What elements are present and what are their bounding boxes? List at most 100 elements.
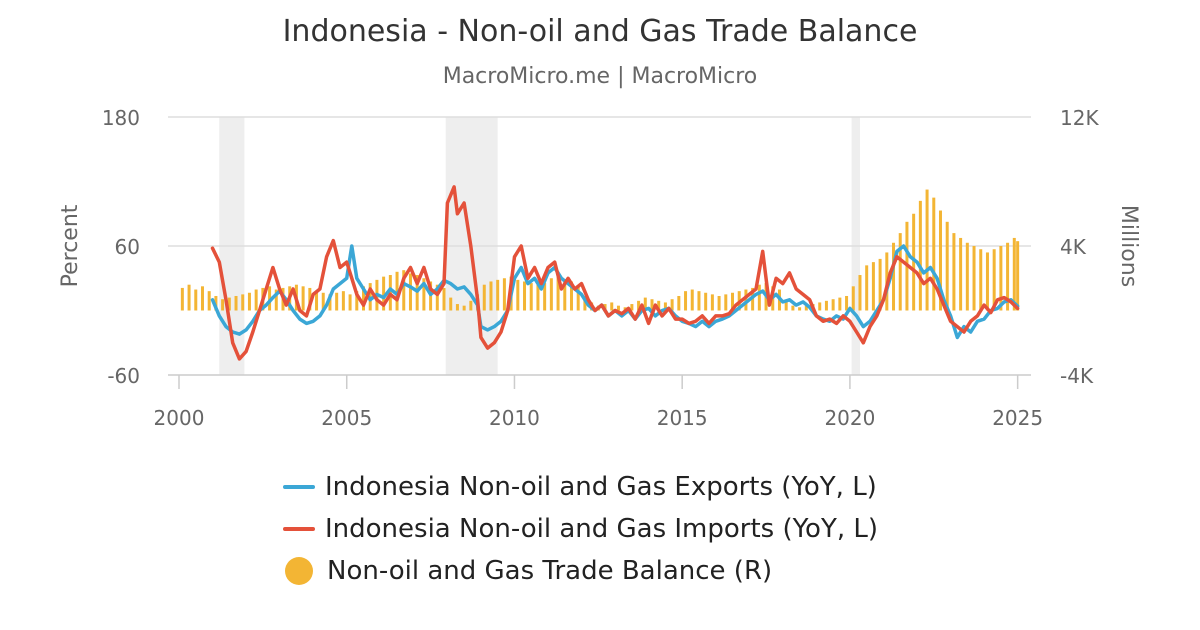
balance-bar <box>569 281 573 311</box>
balance-bar <box>865 265 869 311</box>
balance-bar <box>462 305 466 311</box>
balance-bar <box>831 299 835 311</box>
gridlines <box>168 116 1031 376</box>
balance-bar <box>523 281 527 311</box>
balance-bar <box>616 305 620 311</box>
legend-item-imports[interactable]: Indonesia Non-oil and Gas Imports (YoY, … <box>283 508 878 550</box>
balance-bar <box>690 289 694 311</box>
balance-bar <box>657 300 661 311</box>
balance-bar <box>482 284 486 311</box>
balance-bar <box>328 294 332 311</box>
balance-bar <box>435 284 439 311</box>
left-tick-label: 60 <box>115 235 140 259</box>
balance-bar <box>576 286 580 311</box>
balance-bar <box>798 307 802 311</box>
balance-bar <box>704 292 708 311</box>
balance-bar <box>362 286 366 311</box>
balance-bar <box>207 291 211 311</box>
balance-bar <box>845 295 849 311</box>
right-tick-label: -4K <box>1060 364 1094 388</box>
x-tick-label: 2020 <box>824 406 875 430</box>
imports-line <box>210 185 1020 361</box>
balance-bar <box>308 287 312 311</box>
balance-bar <box>442 287 446 311</box>
balance-bar <box>838 297 842 311</box>
balance-bar <box>268 286 272 311</box>
left-axis-label: Percent <box>58 204 83 287</box>
balance-bar <box>824 300 828 311</box>
right-tick-label: 12K <box>1060 106 1099 130</box>
left-tick-label: -60 <box>107 364 140 388</box>
balance-bar <box>274 289 278 311</box>
chart-title: Indonesia - Non-oil and Gas Trade Balanc… <box>282 14 918 49</box>
balance-bars <box>180 189 1020 311</box>
balance-bar <box>321 292 325 311</box>
balance-bar <box>670 299 674 311</box>
balance-bar <box>301 286 305 311</box>
balance-bar <box>938 210 942 311</box>
balance-bar <box>630 304 634 311</box>
legend-label-exports: Indonesia Non-oil and Gas Exports (YoY, … <box>325 472 877 502</box>
balance-bar <box>744 289 748 311</box>
legend-label-imports: Indonesia Non-oil and Gas Imports (YoY, … <box>325 514 879 544</box>
balance-bar <box>1016 241 1020 311</box>
series-lines <box>210 185 1020 361</box>
balance-bar <box>945 221 949 311</box>
balance-bar <box>804 305 808 311</box>
balance-bar <box>536 284 540 311</box>
balance-bar <box>583 295 587 311</box>
balance-bar <box>516 279 520 311</box>
balance-bar <box>878 258 882 311</box>
balance-bar <box>757 284 761 311</box>
exports-swatch <box>283 485 315 489</box>
balance-bar <box>241 294 245 311</box>
x-tick-label: 2000 <box>154 406 205 430</box>
balance-bar <box>858 275 862 311</box>
balance-bar <box>710 294 714 311</box>
balance-bar <box>992 249 996 311</box>
x-tick-label: 2025 <box>992 406 1043 430</box>
balance-bar <box>851 286 855 311</box>
balance-bar <box>818 302 822 311</box>
balance-bar <box>187 284 191 311</box>
legend-item-exports[interactable]: Indonesia Non-oil and Gas Exports (YoY, … <box>283 466 878 508</box>
balance-bar <box>1012 237 1016 311</box>
balance-bar <box>489 281 493 311</box>
legend-label-balance: Non-oil and Gas Trade Balance (R) <box>327 556 773 586</box>
left-tick-label: 180 <box>102 106 140 130</box>
x-tick-label: 2005 <box>321 406 372 430</box>
balance-bar <box>892 242 896 311</box>
balance-bar <box>784 300 788 311</box>
balance-bar <box>677 295 681 311</box>
balance-bar <box>965 242 969 311</box>
balance-bar <box>697 291 701 311</box>
balance-bar <box>724 294 728 311</box>
balance-bar <box>449 297 453 311</box>
balance-bar <box>355 291 359 311</box>
balance-bar <box>200 286 204 311</box>
legend-item-balance[interactable]: Non-oil and Gas Trade Balance (R) <box>283 550 878 592</box>
balance-bar <box>791 305 795 311</box>
balance-bar <box>221 299 225 311</box>
balance-bar <box>717 295 721 311</box>
x-tick-label: 2010 <box>489 406 540 430</box>
balance-bar <box>637 300 641 311</box>
balance-bar <box>234 295 238 311</box>
x-tick-label: 2015 <box>657 406 708 430</box>
balance-bar <box>422 278 426 311</box>
balance-bar <box>952 233 956 311</box>
plot-area: 180 60 -60 12K 4K -4K 2000 2005 2010 2015 2020 2025… <box>58 106 1141 430</box>
balance-bar <box>912 213 916 311</box>
legend: Indonesia Non-oil and Gas Exports (YoY, … <box>283 466 878 592</box>
balance-bar <box>496 279 500 311</box>
balance-bar <box>254 289 258 311</box>
balance-bar <box>563 279 567 311</box>
balance-bar <box>731 292 735 311</box>
balance-bar <box>898 233 902 311</box>
balance-bar <box>455 304 459 311</box>
balance-bar <box>214 295 218 311</box>
balance-bar <box>556 276 560 311</box>
balance-bar <box>871 262 875 311</box>
balance-bar <box>610 302 614 311</box>
